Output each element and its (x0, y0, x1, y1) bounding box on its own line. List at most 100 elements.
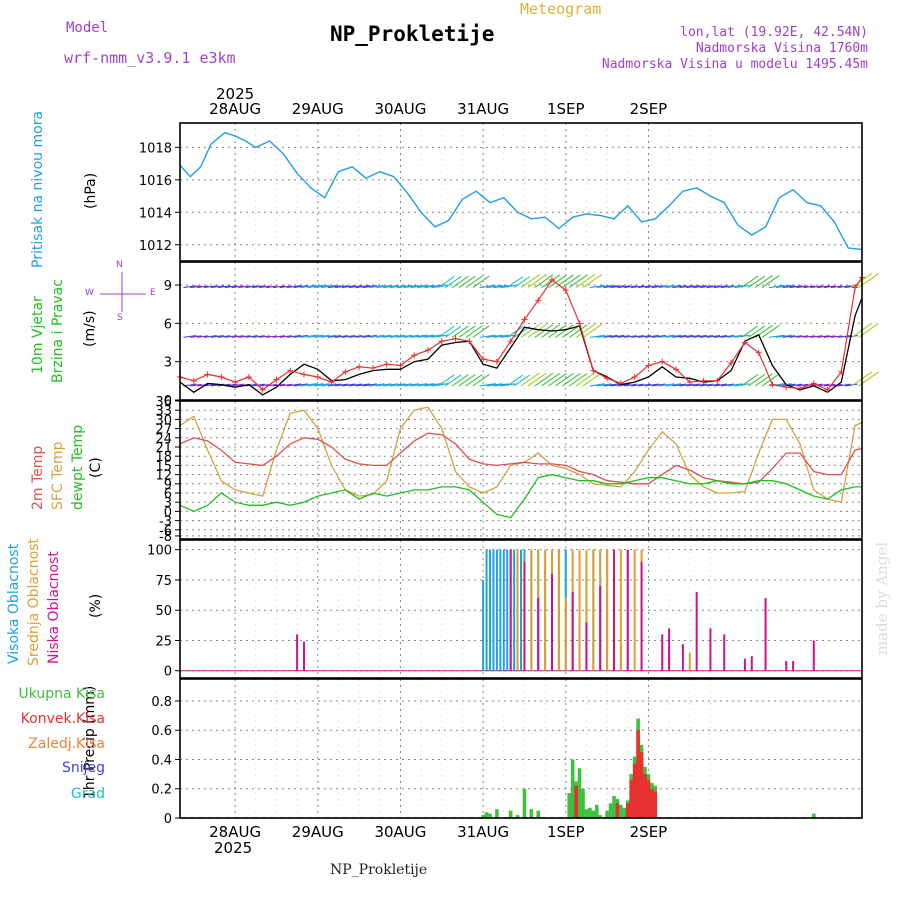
wind-arrow (266, 285, 277, 289)
wind-arrow (210, 285, 224, 289)
precip-bar-convective (629, 779, 634, 818)
wind-arrow (810, 335, 823, 338)
precip-bar-convective (653, 791, 658, 818)
temp-tick-label: 33 (155, 404, 172, 419)
cloud-tick-label: 25 (155, 634, 172, 649)
wind-arrow (706, 335, 721, 338)
wind-arrow (396, 284, 413, 289)
gust-marker (741, 339, 748, 346)
wind-arrow (210, 335, 224, 338)
wind-tick-label: 0 (164, 394, 172, 409)
wind-arrow (506, 276, 524, 289)
top-day-label: 30AUG (374, 100, 427, 118)
pressure-tick-label: 1016 (139, 174, 172, 189)
precip-bar-total (570, 759, 575, 818)
wind-arrow (644, 334, 659, 338)
wind-arrow (417, 284, 435, 289)
wind-arrow (341, 383, 356, 387)
wind-arrow (424, 334, 442, 338)
precip-bar-total (588, 807, 592, 818)
wind-arrow (796, 383, 809, 387)
wind-arrow (700, 383, 714, 387)
wind-arrow (451, 374, 469, 387)
wind-arrow (775, 284, 792, 289)
wind-arrow (465, 373, 483, 387)
wind-arrow (424, 383, 442, 387)
gust-marker (604, 375, 611, 382)
gust-marker (342, 368, 349, 375)
pressure-panel: 1012 1014 1016 1018 (139, 122, 863, 262)
wind-arrow (314, 383, 330, 387)
wind-arrow (376, 383, 392, 387)
precip-bar-total (536, 810, 541, 818)
wind-arrow (603, 383, 618, 387)
precip-bar-total (484, 812, 489, 818)
wind-arrow (803, 285, 816, 289)
gust-marker (314, 374, 321, 380)
wind-arrow (658, 334, 675, 338)
wind-arrow (328, 285, 342, 289)
gust-marker (783, 384, 790, 391)
wind-arrow (596, 284, 612, 289)
wind-arrow (410, 334, 428, 338)
wind-arrow (520, 324, 540, 338)
gust-marker (245, 374, 252, 380)
wind-arrow (307, 334, 324, 338)
wind-arrow (603, 334, 618, 338)
wind-arrow (638, 335, 652, 338)
temp-tick-label: 6 (164, 487, 172, 502)
wind-arrow (279, 335, 293, 338)
wind-arrow (768, 383, 785, 387)
wind-arrow (438, 374, 455, 387)
wind-arrow (700, 335, 714, 338)
precip-tick-label: 0.4 (151, 753, 172, 768)
wind-arrow (830, 335, 843, 338)
wind-arrow (624, 285, 637, 289)
top-day-label: 31AUG (457, 100, 510, 118)
precip-tick-label: 0 (164, 812, 172, 827)
wind-arrow (589, 383, 605, 387)
wind-arrow (272, 335, 286, 338)
wind-arrow (479, 383, 496, 387)
wind-arrow (314, 284, 330, 289)
wind-arrow (410, 383, 428, 387)
wind-arrow (396, 383, 413, 387)
wind-arrow (341, 334, 356, 338)
precip-bar-total (594, 804, 599, 818)
wind-arrow (355, 383, 371, 387)
gust-marker (714, 377, 721, 384)
precip-bar-total (529, 809, 534, 818)
precip-bar-convective (650, 788, 654, 818)
wind-arrow (748, 275, 766, 289)
gust-marker (645, 362, 652, 369)
pressure-tick-label: 1018 (139, 141, 172, 156)
wind-arrow (307, 284, 324, 289)
wind-arrow (204, 285, 217, 289)
wind-arrow (837, 335, 851, 338)
wind-arrow (245, 383, 259, 387)
gust-marker (562, 287, 569, 294)
pressure-tick-label: 1012 (139, 239, 172, 254)
gust-marker (301, 371, 307, 378)
wind-arrow (252, 335, 265, 338)
wind-arrow (555, 274, 574, 289)
wind-arrow (693, 334, 707, 338)
wind-arrow (624, 335, 637, 338)
wind-arrow (741, 373, 759, 387)
wind-arrow (679, 383, 694, 387)
wind-arrow (259, 335, 271, 338)
gust-marker (452, 335, 459, 342)
wind-arrow (465, 275, 483, 289)
temp-tick-label: 3 (164, 496, 172, 511)
temp-sfc-line (179, 406, 863, 503)
wind-arrow (197, 285, 209, 289)
wind-arrow (231, 383, 244, 387)
gust-marker (493, 358, 500, 365)
bottom-day-label: 29AUG (291, 823, 344, 841)
wind-arrow (582, 323, 602, 338)
wind-arrow (651, 383, 666, 387)
wind-arrow (651, 285, 666, 289)
wind-speed-line (179, 297, 863, 396)
wind-arrow (272, 285, 286, 289)
wind-arrow (183, 335, 197, 338)
